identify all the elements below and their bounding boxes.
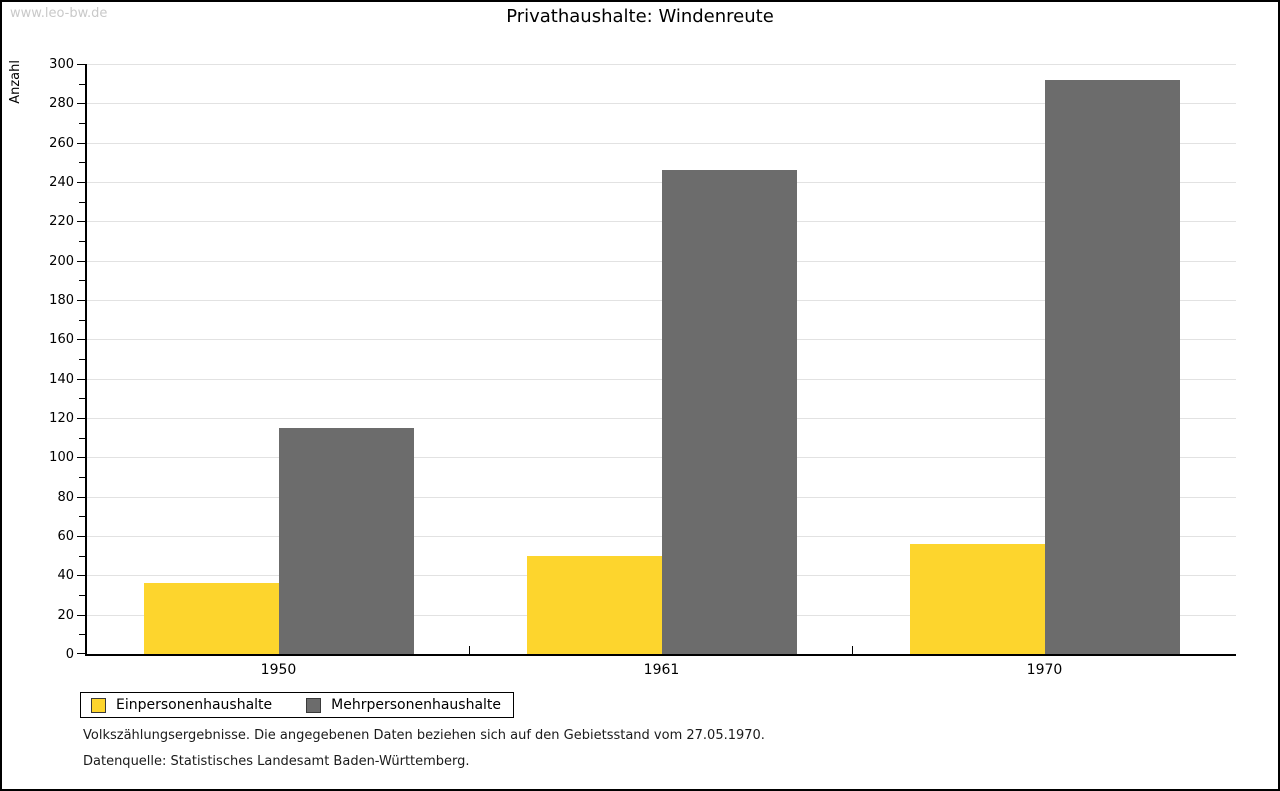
watermark: www.leo-bw.de — [10, 6, 108, 21]
legend: Einpersonenhaushalte Mehrpersonenhaushalt… — [80, 692, 515, 718]
y-tick-label: 260 — [49, 135, 74, 151]
y-axis-minor-tick — [79, 241, 85, 242]
category-boundary-tick — [852, 646, 853, 654]
y-axis-major-tick — [77, 142, 85, 144]
x-tick-label-1970: 1970 — [1026, 662, 1063, 678]
plot-area: 0 20 40 60 80 100 120 140 160 180 200 220 240 260 280 3… — [49, 57, 1236, 678]
bar-einpersonenhaushalte-1970 — [909, 543, 1045, 654]
gridline — [87, 64, 1236, 65]
y-tick-label: 80 — [57, 489, 74, 505]
y-axis-minor-tick — [79, 477, 85, 478]
bar-mehrpersonenhaushalte-1950 — [278, 427, 414, 654]
y-tick-label: 240 — [49, 175, 74, 190]
y-axis-major-tick — [77, 300, 85, 301]
y-tick-label: 120 — [49, 411, 74, 426]
y-axis-major-tick — [77, 64, 85, 65]
category-boundary-tick — [469, 646, 470, 654]
y-axis-minor-tick — [79, 634, 85, 636]
y-axis-minor-tick — [79, 595, 85, 596]
bar-mehrpersonenhaushalte-1970 — [1044, 79, 1180, 654]
y-axis-minor-tick — [79, 359, 85, 360]
y-axis-major-tick — [77, 653, 85, 654]
y-tick-label: 160 — [49, 332, 74, 348]
legend-label: Mehrpersonenhaushalte — [331, 697, 502, 713]
y-axis-major-tick — [77, 575, 85, 577]
y-axis-major-tick — [77, 457, 85, 459]
y-axis-major-tick — [77, 536, 85, 537]
y-tick-label: 0 — [65, 647, 74, 662]
x-tick-label-1950: 1950 — [260, 662, 297, 678]
y-tick-label: 280 — [49, 96, 74, 112]
bar-mehrpersonenhaushalte-1961 — [661, 170, 797, 654]
y-tick-label: 300 — [49, 57, 74, 72]
bar-einpersonenhaushalte-1961 — [526, 555, 662, 654]
y-axis-minor-tick — [79, 162, 85, 164]
y-tick-label: 140 — [49, 371, 74, 387]
y-axis-minor-tick — [79, 201, 85, 203]
y-tick-label: 180 — [49, 293, 74, 308]
y-axis-major-tick — [77, 418, 85, 419]
y-axis-major-tick — [77, 182, 85, 183]
bar-einpersonenhaushalte-1950 — [143, 583, 279, 654]
chart-title: Privathaushalte: Windenreute — [506, 6, 774, 27]
legend-swatch-icon — [91, 697, 106, 713]
y-axis-minor-tick — [79, 83, 85, 85]
y-axis-major-tick — [77, 339, 85, 341]
y-axis-major-tick — [77, 103, 85, 105]
legend-label: Einpersonenhaushalte — [116, 697, 273, 713]
y-axis-minor-tick — [79, 437, 85, 439]
gridline — [87, 142, 1236, 144]
y-axis-minor-tick — [79, 123, 85, 124]
y-tick-label: 200 — [49, 253, 74, 269]
y-tick-label: 20 — [57, 607, 74, 623]
y-axis-minor-tick — [79, 516, 85, 518]
y-axis-minor-tick — [79, 398, 85, 400]
y-tick-label: 40 — [57, 568, 74, 584]
y-tick-label: 220 — [49, 214, 74, 230]
y-axis-major-tick — [77, 378, 85, 380]
legend-item-mehrpersonenhaushalte: Mehrpersonenhaushalte — [306, 697, 501, 713]
y-axis-minor-tick — [79, 280, 85, 282]
gridline — [87, 103, 1236, 105]
legend-item-einpersonenhaushalte: Einpersonenhaushalte — [91, 697, 272, 713]
y-axis-title: Anzahl — [8, 60, 23, 104]
x-tick-label-1961: 1961 — [643, 662, 680, 678]
y-axis-major-tick — [77, 496, 85, 498]
y-axis-major-tick — [77, 221, 85, 223]
y-axis-minor-tick — [79, 319, 85, 321]
y-axis-minor-tick — [79, 555, 85, 557]
legend-swatch-icon — [306, 697, 322, 713]
y-axis-major-tick — [77, 260, 85, 262]
footnote-gebietsstand: Volkszählungsergebnisse. Die angegebenen… — [83, 728, 765, 743]
footnote-datenquelle: Datenquelle: Statistisches Landesamt Bad… — [83, 754, 470, 769]
y-axis-major-tick — [77, 614, 85, 616]
y-tick-label: 60 — [57, 529, 74, 544]
y-tick-label: 100 — [49, 450, 74, 466]
